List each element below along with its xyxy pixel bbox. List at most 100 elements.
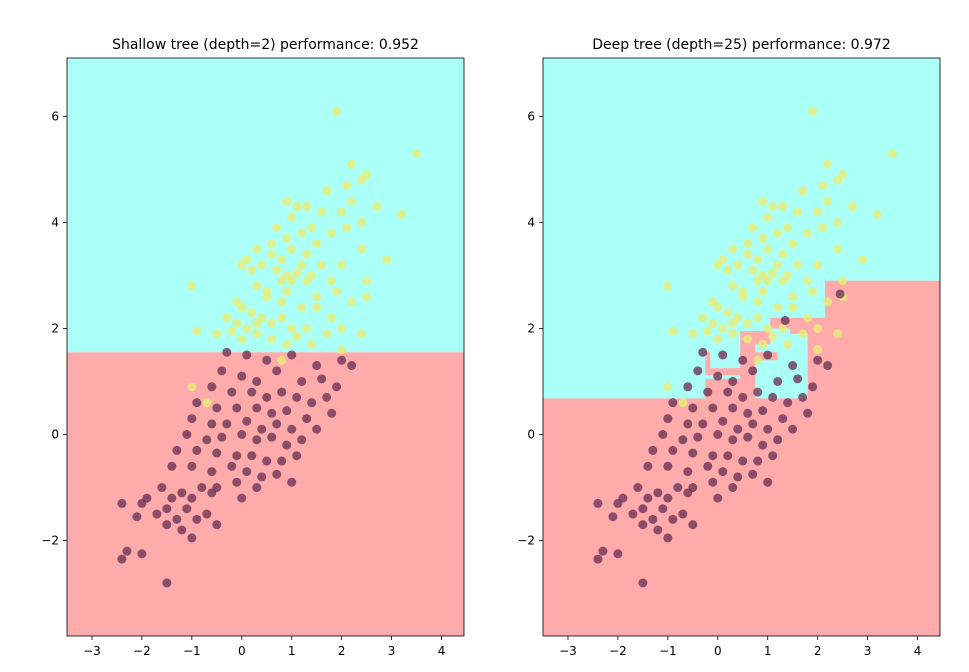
- data-point-series-1: [763, 424, 773, 434]
- data-point-series-1: [693, 366, 703, 376]
- data-point-series-1: [678, 509, 688, 519]
- data-point-series-1: [282, 406, 292, 416]
- data-point-series-1: [227, 461, 237, 471]
- data-point-series-1: [247, 451, 257, 461]
- data-point-series-0: [357, 175, 367, 185]
- data-point-series-1: [207, 488, 217, 498]
- data-point-series-0: [743, 334, 753, 344]
- decision-region-class-0: [705, 368, 746, 376]
- data-point-series-0: [237, 334, 247, 344]
- data-point-series-0: [838, 276, 848, 286]
- data-point-series-1: [708, 451, 718, 461]
- data-point-series-1: [187, 414, 197, 424]
- data-point-series-0: [337, 207, 347, 217]
- data-point-series-0: [723, 265, 733, 275]
- data-point-series-1: [793, 374, 803, 384]
- data-point-series-0: [788, 302, 798, 312]
- data-point-series-0: [227, 326, 237, 336]
- data-point-series-0: [302, 323, 312, 333]
- data-point-series-0: [337, 323, 347, 333]
- data-point-series-0: [713, 334, 723, 344]
- data-point-series-1: [713, 371, 723, 381]
- data-point-series-1: [297, 435, 307, 445]
- data-point-series-0: [668, 326, 678, 336]
- data-point-series-1: [728, 435, 738, 445]
- data-point-series-1: [247, 387, 257, 397]
- decision-region-class-0: [705, 352, 711, 369]
- data-point-series-1: [242, 416, 252, 426]
- data-point-series-0: [307, 339, 317, 349]
- axes-frame: [66, 57, 465, 637]
- data-point-series-0: [833, 329, 843, 339]
- data-point-series-1: [197, 483, 207, 493]
- data-point-series-1: [738, 456, 748, 466]
- data-point-series-0: [312, 239, 322, 249]
- data-point-series-1: [768, 392, 778, 402]
- data-point-series-1: [698, 419, 708, 429]
- y-tick-label: 4: [51, 215, 59, 229]
- chart-panel-2: −3 −2 −1 0 1 2 3 4 −2 0 2 4 6 Deep tree (depth=25) pe…: [517, 37, 941, 658]
- data-point-series-1: [177, 525, 187, 535]
- data-point-series-1: [643, 461, 653, 471]
- data-point-series-0: [818, 180, 828, 190]
- data-point-series-0: [307, 223, 317, 233]
- data-point-series-1: [693, 432, 703, 442]
- y-tick-label: 6: [51, 109, 59, 123]
- data-point-series-0: [252, 329, 262, 339]
- data-point-series-1: [798, 392, 808, 402]
- data-point-series-1: [823, 361, 833, 371]
- data-point-series-1: [683, 419, 693, 429]
- data-point-series-0: [753, 255, 763, 265]
- data-point-series-1: [237, 371, 247, 381]
- data-point-series-1: [788, 424, 798, 434]
- x-tick-label: 1: [764, 644, 772, 658]
- data-point-series-0: [778, 201, 788, 211]
- data-point-series-1: [738, 355, 748, 365]
- data-point-series-0: [262, 292, 272, 302]
- data-point-series-1: [713, 429, 723, 439]
- data-point-series-1: [212, 403, 222, 413]
- data-point-series-0: [758, 233, 768, 243]
- x-tick-label: 4: [438, 644, 446, 658]
- x-tick-label: 2: [338, 644, 346, 658]
- data-point-series-0: [302, 201, 312, 211]
- data-point-series-1: [332, 382, 342, 392]
- data-point-series-1: [122, 546, 132, 556]
- data-point-series-1: [753, 456, 763, 466]
- x-tick-label: −3: [83, 644, 101, 658]
- data-point-series-0: [292, 331, 302, 341]
- data-point-series-0: [347, 159, 357, 169]
- data-point-series-0: [823, 159, 833, 169]
- data-point-series-0: [763, 244, 773, 254]
- data-point-series-0: [773, 260, 783, 270]
- data-point-series-0: [342, 223, 352, 233]
- data-point-series-1: [242, 467, 252, 477]
- data-point-series-1: [337, 355, 347, 365]
- data-point-series-1: [668, 398, 678, 408]
- data-point-series-1: [658, 504, 668, 514]
- data-point-series-0: [332, 286, 342, 296]
- data-point-series-1: [347, 361, 357, 371]
- data-point-series-1: [663, 461, 673, 471]
- data-point-series-1: [778, 414, 788, 424]
- data-point-series-0: [698, 313, 708, 323]
- data-point-series-0: [773, 228, 783, 238]
- data-point-series-1: [683, 467, 693, 477]
- data-point-series-1: [242, 350, 252, 360]
- data-point-series-1: [763, 350, 773, 360]
- data-point-series-1: [252, 483, 262, 493]
- data-point-series-0: [753, 276, 763, 286]
- data-point-series-0: [688, 329, 698, 339]
- data-point-series-0: [813, 345, 823, 355]
- data-point-series-1: [192, 445, 202, 455]
- data-point-series-1: [177, 488, 187, 498]
- data-point-series-1: [167, 461, 177, 471]
- data-point-series-1: [137, 549, 147, 559]
- y-tick-label: −2: [41, 534, 59, 548]
- data-point-series-1: [638, 578, 648, 588]
- data-point-series-0: [337, 345, 347, 355]
- data-point-series-0: [202, 398, 212, 408]
- data-point-series-0: [312, 302, 322, 312]
- data-point-series-0: [307, 270, 317, 280]
